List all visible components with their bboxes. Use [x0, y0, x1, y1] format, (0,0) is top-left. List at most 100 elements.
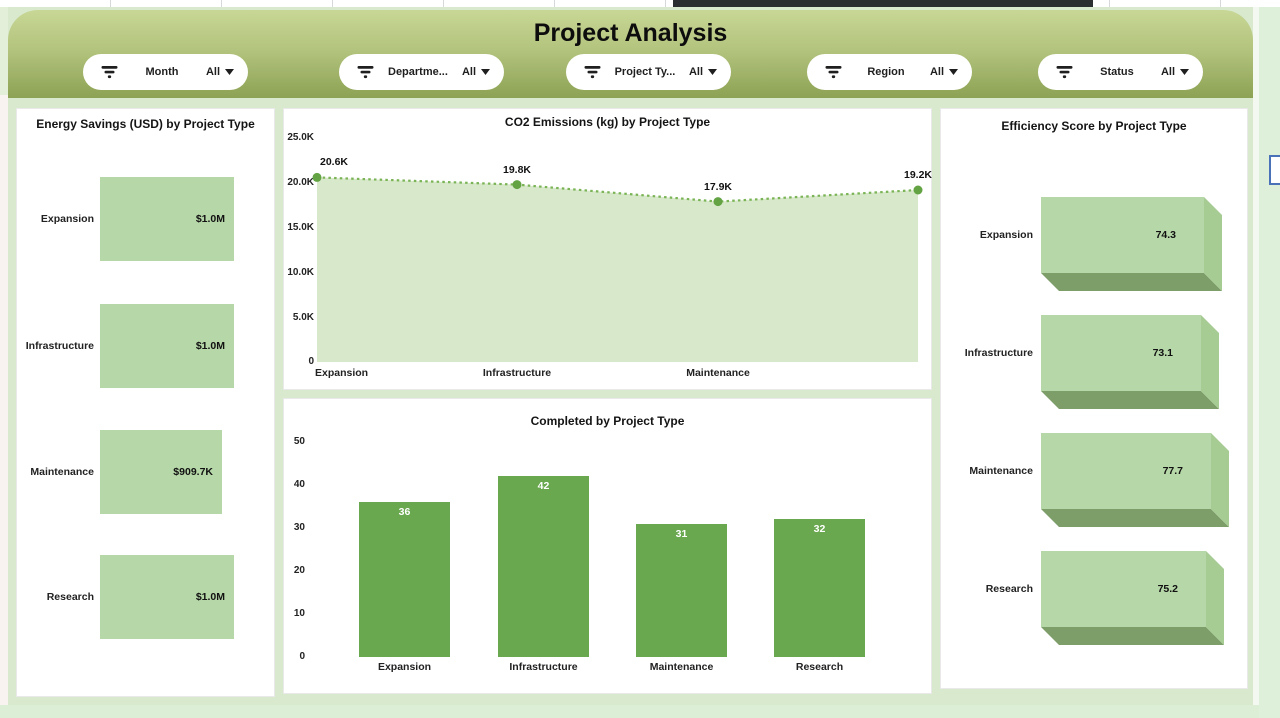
y-tick-label: 0	[308, 356, 314, 367]
data-point-marker	[713, 197, 723, 207]
bar-side-face	[1201, 315, 1219, 409]
bar-research: 32	[774, 519, 865, 657]
bar3d-research	[1041, 551, 1224, 645]
x-tick-label: Expansion	[315, 367, 369, 379]
chart-title-co2-emissions: CO2 Emissions (kg) by Project Type	[504, 115, 711, 129]
filter-pill-region[interactable]: Region All	[807, 54, 972, 90]
left-margin-top	[0, 7, 8, 95]
x-tick-label: Research	[795, 661, 844, 673]
y-tick-label: 20.0K	[287, 177, 314, 188]
x-tick-label: Expansion	[377, 661, 432, 673]
left-margin-strip	[0, 95, 8, 705]
y-tick-label: 25.0K	[287, 132, 314, 143]
chart-title-energy-savings: Energy Savings (USD) by Project Type	[36, 117, 255, 131]
bar-infrastructure: $1.0M	[100, 304, 234, 388]
y-tick-label: 50	[293, 436, 305, 447]
y-tick-label: 10.0K	[287, 267, 314, 278]
filter-value: All	[461, 66, 476, 78]
filter-value: All	[205, 66, 220, 78]
y-tick-label: 40	[293, 479, 305, 490]
y-tick-label: 0	[299, 651, 305, 662]
value-label: 42	[537, 480, 550, 492]
bar-front-face	[1041, 551, 1206, 627]
page-title: Project Analysis	[533, 19, 728, 47]
y-tick-label: 20	[293, 565, 305, 576]
bar-expansion: $1.0M	[100, 177, 234, 261]
energy-savings-chart: Expansion $1.0M Infrastructure $1.0M Mainten…	[17, 109, 274, 696]
bar3d-expansion	[1041, 197, 1222, 291]
dotted-line	[316, 176, 919, 203]
funnel-icon	[357, 65, 374, 79]
x-tick-label: Infrastructure	[482, 367, 552, 379]
point-label: 17.9K	[703, 180, 733, 193]
bar3d-maintenance	[1041, 433, 1229, 527]
completed-chart: 50 40 30 20 10 0 36 Expansion 42 Infrastructure 31…	[284, 399, 931, 693]
chevron-down-icon[interactable]	[481, 69, 490, 75]
bar3d-infrastructure	[1041, 315, 1219, 409]
category-label-maintenance: Maintenance	[30, 466, 94, 478]
bar-bottom-face	[1041, 509, 1229, 527]
right-margin-strip	[1259, 7, 1280, 718]
co2-area-plot	[312, 172, 923, 362]
value-label: $1.0M	[195, 340, 225, 352]
category-label-research: Research	[985, 583, 1033, 595]
funnel-icon	[101, 65, 118, 79]
filter-label: Region	[867, 66, 905, 78]
filter-pill-departme[interactable]: Departme... All	[339, 54, 504, 90]
point-label: 20.6K	[319, 156, 349, 169]
point-label: 19.8K	[502, 163, 532, 176]
filter-label: Departme...	[388, 66, 448, 78]
data-point-marker	[913, 185, 923, 195]
chevron-down-icon[interactable]	[225, 69, 234, 75]
bar-expansion: 36	[359, 502, 450, 657]
value-label: 32	[813, 523, 826, 535]
y-tick-label: 30	[293, 522, 305, 533]
side-annotation-box[interactable]	[1269, 155, 1280, 185]
value-label: 74.3	[1155, 229, 1176, 241]
bar-front-face	[1041, 197, 1204, 273]
filter-pill-project-ty[interactable]: Project Ty... All	[566, 54, 731, 90]
filter-value: All	[929, 66, 944, 78]
filter-value: All	[688, 66, 703, 78]
filter-label: Month	[145, 66, 179, 78]
chevron-down-icon[interactable]	[1180, 69, 1189, 75]
value-label: 75.2	[1157, 583, 1178, 595]
value-label: 73.1	[1152, 347, 1173, 359]
top-strip-dark-segment	[673, 0, 1093, 7]
filter-pill-status[interactable]: Status All	[1038, 54, 1203, 90]
x-tick-label: Maintenance	[649, 661, 714, 673]
y-tick-label: 15.0K	[287, 222, 314, 233]
value-label: 36	[398, 506, 411, 518]
value-label: $909.7K	[173, 466, 213, 478]
area-fill	[317, 177, 918, 362]
funnel-icon	[584, 65, 601, 79]
chart-title-efficiency-score: Efficiency Score by Project Type	[1001, 119, 1187, 133]
value-label: $1.0M	[195, 591, 225, 603]
category-label-research: Research	[46, 591, 94, 603]
data-point-marker	[312, 172, 322, 182]
bar-infrastructure: 42	[498, 476, 589, 657]
category-label-infrastructure: Infrastructure	[25, 340, 94, 352]
dashboard-header: Project Analysis Month All Departme... All P…	[8, 10, 1253, 98]
bar-front-face	[1041, 433, 1211, 509]
chevron-down-icon[interactable]	[949, 69, 958, 75]
right-page-seam	[1253, 7, 1259, 718]
chevron-down-icon[interactable]	[708, 69, 717, 75]
filter-value: All	[1160, 66, 1175, 78]
y-tick-label: 5.0K	[292, 312, 314, 323]
dashboard-page: Project Analysis Month All Departme... All P…	[8, 7, 1253, 705]
filter-pill-month[interactable]: Month All	[83, 54, 248, 90]
panel-energy-savings: Energy Savings (USD) by Project Type Exp…	[16, 108, 275, 697]
bar-maintenance: 31	[636, 524, 727, 657]
bar-bottom-face	[1041, 273, 1222, 291]
bar-bottom-face	[1041, 391, 1219, 409]
funnel-icon	[1056, 65, 1073, 79]
category-label-expansion: Expansion	[40, 213, 94, 225]
bar-side-face	[1206, 551, 1224, 645]
filter-label: Status	[1100, 66, 1134, 78]
x-tick-label: Infrastructure	[509, 661, 578, 673]
data-point-marker	[512, 180, 522, 190]
bar-side-face	[1211, 433, 1229, 527]
panel-completed: Completed by Project Type 50 40 30 20 10 0 36 E…	[283, 398, 932, 694]
